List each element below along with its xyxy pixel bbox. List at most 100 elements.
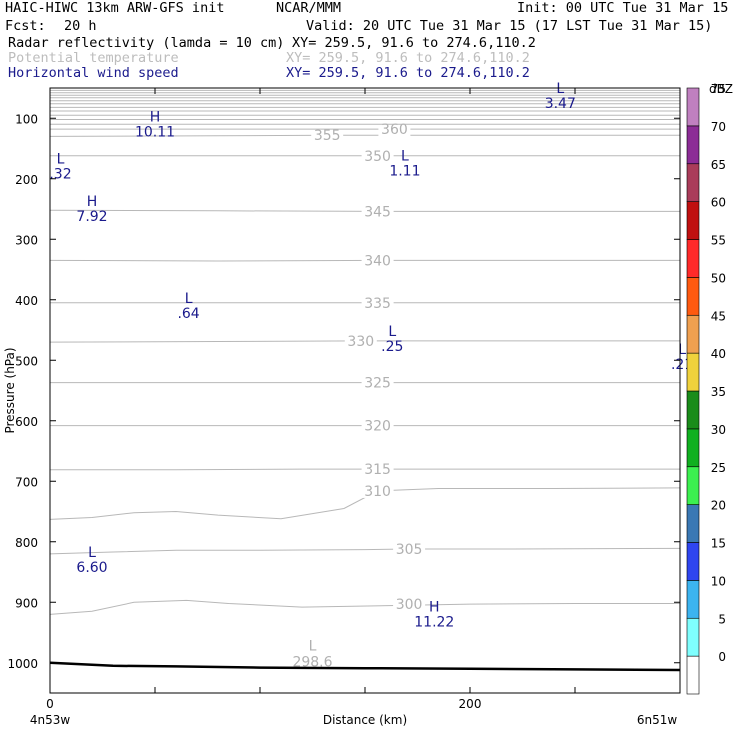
y-tick-label: 700 <box>15 475 38 489</box>
colorbar-swatch <box>686 201 700 240</box>
wind-extremum-marker: L <box>185 291 193 307</box>
colorbar-swatch <box>686 352 700 392</box>
theta-label-bg <box>393 596 426 612</box>
title-left: HAIC-HIWC 13km ARW-GFS init <box>5 0 225 16</box>
field-xy-theta: XY= 259.5, 91.6 to 274.6,110.2 <box>286 50 530 66</box>
colorbar-level-label: 70 <box>711 120 726 134</box>
wind-extremum-value: 6.60 <box>76 560 107 576</box>
theta-contour-label: 330 <box>347 334 374 350</box>
theta-label-bg <box>344 332 377 348</box>
theta-contour-label: 305 <box>396 542 423 558</box>
theta-contour-line <box>49 599 680 615</box>
colorbar-level-label: 30 <box>711 423 726 437</box>
field-name-reflectivity: Radar reflectivity (lamda = 10 cm) <box>8 35 285 51</box>
x-tick-label: 200 <box>459 697 482 711</box>
wind-extremum-value: 3.47 <box>545 96 576 112</box>
theta-label-bg <box>361 461 394 477</box>
theta-contour-label: 300 <box>396 597 423 613</box>
colorbar-swatch <box>686 314 700 354</box>
colorbar-level-label: 10 <box>711 574 726 588</box>
theta-contour-label: 360 <box>381 122 408 138</box>
theta-contour-line <box>49 487 681 520</box>
y-tick-label: 800 <box>15 536 38 550</box>
theta-contour-label: 340 <box>364 253 391 269</box>
colorbar-swatch <box>686 542 700 581</box>
colorbar-level-label: 40 <box>711 347 726 361</box>
field-name-wind: Horizontal wind speed <box>8 65 179 81</box>
theta-label-bg <box>361 203 394 219</box>
theta-label-bg <box>378 121 411 137</box>
y-tick-label: 300 <box>15 233 38 247</box>
surface-pressure <box>49 661 681 672</box>
y-tick-label: 100 <box>15 112 38 126</box>
theta-label-bg <box>361 374 394 390</box>
theta-contour-line <box>49 547 681 555</box>
theta-label-bg <box>361 417 394 433</box>
colorbar-swatch <box>686 87 700 127</box>
colorbar-swatch <box>686 125 700 165</box>
y-tick-label: 1000 <box>7 657 38 671</box>
theta-label-bg <box>311 127 344 143</box>
theta-contour-line <box>50 468 680 471</box>
wind-extremum-value: 7.92 <box>76 209 107 225</box>
theta-label-bg <box>361 294 394 310</box>
colorbar-level-label: 5 <box>718 612 726 626</box>
y-tick-label: 900 <box>15 596 38 610</box>
colorbar-unit: dBZ <box>709 82 733 96</box>
theta-label-bg <box>393 541 426 557</box>
wind-extremum-marker: H <box>429 599 440 615</box>
y-tick-label: 600 <box>15 415 38 429</box>
wind-extremum-marker: H <box>87 194 98 210</box>
theta-extremum-marker: L <box>309 639 317 655</box>
theta-contour-label: 325 <box>364 376 391 392</box>
wind-extremum-marker: L <box>388 324 396 340</box>
x-endpoint-left: 4n53w <box>30 713 71 727</box>
y-axis-label: Pressure (hPa) <box>3 347 17 433</box>
wind-extremum-marker: H <box>150 109 161 125</box>
wind-extremum-marker: L <box>556 81 564 97</box>
wind-extremum-value: 1.11 <box>389 164 420 180</box>
x-endpoint-right: 6n51w <box>637 713 678 727</box>
colorbar-swatch <box>686 390 700 430</box>
field-xy-wind: XY= 259.5, 91.6 to 274.6,110.2 <box>286 65 530 81</box>
wind-extremum-marker: L <box>678 342 686 358</box>
fcst-value: 20 h <box>64 18 97 34</box>
theta-contour-label: 315 <box>364 462 391 478</box>
x-axis-label: Distance (km) <box>323 713 407 727</box>
wind-extremum-marker: L <box>57 152 65 168</box>
colorbar-level-label: 60 <box>711 196 726 210</box>
org-label: NCAR/MMM <box>276 0 342 16</box>
colorbar-swatch <box>686 466 700 505</box>
wind-extremum-value: .25 <box>381 339 403 355</box>
colorbar-swatch <box>686 504 700 543</box>
axes: 100 200 300 400 500 600 700 800 900 1000 0 200 4n53w… <box>3 87 681 727</box>
fcst-label: Fcst: <box>5 18 46 34</box>
colorbar-swatch <box>686 239 700 278</box>
wind-extremum-marker: L <box>401 149 409 165</box>
colorbar-level-label: 35 <box>711 385 726 399</box>
theta-label-bg <box>361 252 394 268</box>
colorbar-level-label: 45 <box>711 309 726 323</box>
field-xy-reflectivity: XY= 259.5, 91.6 to 274.6,110.2 <box>292 35 536 51</box>
colorbar-swatch <box>686 617 700 657</box>
surface-pressure-line <box>49 661 681 672</box>
y-tick-label: 200 <box>15 173 38 187</box>
colorbar-level-label: 75 <box>711 82 726 96</box>
theta-contour-label: 335 <box>364 296 391 312</box>
wind-extremum-value: 10.11 <box>135 124 175 140</box>
x-tick-label: 0 <box>46 697 54 711</box>
theta-contour-label: 350 <box>364 149 391 165</box>
theta-contour-label: 345 <box>364 204 391 220</box>
colorbar-swatch <box>686 277 700 316</box>
colorbar-level-label: 55 <box>711 234 726 248</box>
theta-contour-label: 355 <box>314 128 341 144</box>
colorbar-level-label: 0 <box>718 650 726 664</box>
colorbar-level-label: 15 <box>711 537 726 551</box>
theta-contours: 300 305 310 315 320 325 330 335 340 345 350 355 360 L… <box>49 89 681 671</box>
wind-extremum-value: .32 <box>49 167 71 183</box>
y-tick-label: 400 <box>15 294 38 308</box>
colorbar-swatch <box>686 580 700 619</box>
